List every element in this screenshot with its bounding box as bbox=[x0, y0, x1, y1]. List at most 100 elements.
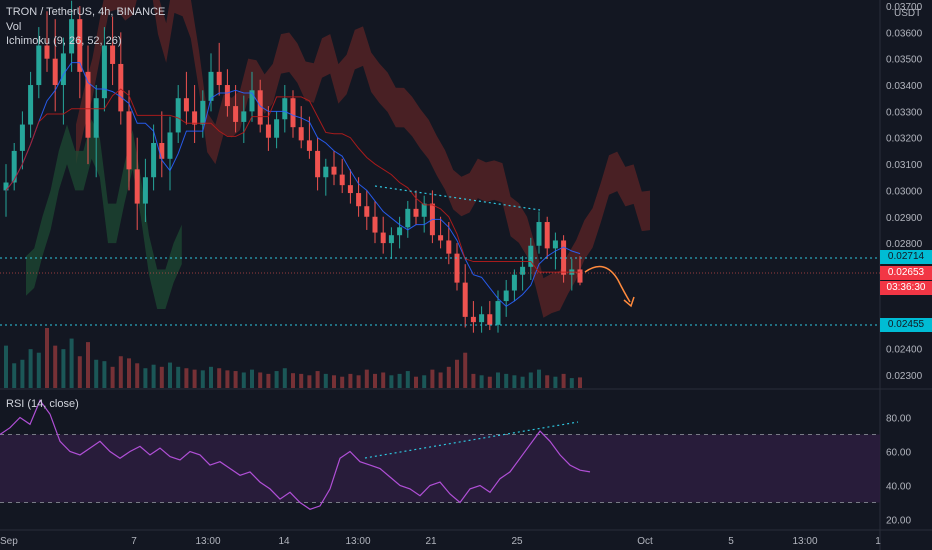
candle-body bbox=[306, 140, 312, 151]
symbol-title: TRON / TetherUS, 4h, BINANCE bbox=[6, 6, 166, 18]
candle-body bbox=[257, 90, 263, 125]
candle-body bbox=[577, 269, 583, 283]
candle-body bbox=[372, 216, 378, 233]
candle-body bbox=[159, 142, 165, 159]
volume-bar bbox=[20, 359, 25, 388]
volume-bar bbox=[94, 359, 99, 388]
volume-bar bbox=[45, 328, 49, 388]
candle-body bbox=[470, 316, 476, 323]
candle-body bbox=[192, 111, 198, 125]
volume-bar bbox=[545, 375, 550, 388]
volume-bar bbox=[28, 349, 33, 388]
candle-body bbox=[438, 235, 444, 241]
volume-bar bbox=[471, 373, 476, 388]
candle-body bbox=[60, 53, 66, 86]
volume-bar bbox=[332, 375, 336, 388]
volume-bar bbox=[176, 366, 181, 388]
time-tick-label: 1 bbox=[875, 536, 881, 547]
candle-body bbox=[479, 314, 485, 323]
price-tick-label: 0.02800 bbox=[886, 239, 923, 250]
ichimoku-conversion-line bbox=[5, 62, 581, 307]
candle-body bbox=[11, 150, 17, 183]
time-tick-label: 7 bbox=[131, 536, 137, 547]
volume-bar bbox=[389, 375, 394, 388]
candle-body bbox=[110, 45, 116, 64]
price-tick-label: 0.03100 bbox=[886, 160, 923, 171]
candle-body bbox=[397, 227, 403, 236]
projection-arrow bbox=[584, 265, 631, 303]
ichimoku-cloud-bullish bbox=[26, 119, 182, 309]
volume-bar bbox=[241, 372, 246, 388]
volume-bar bbox=[200, 370, 205, 388]
candle-body bbox=[200, 100, 206, 125]
rsi-tick-label: 20.00 bbox=[886, 516, 911, 527]
volume-bar bbox=[69, 338, 74, 388]
candle-body bbox=[503, 290, 509, 302]
candle-body bbox=[52, 58, 58, 86]
volume-bar bbox=[233, 371, 238, 388]
candle-body bbox=[528, 245, 534, 267]
volume-bar bbox=[86, 342, 90, 388]
candle-body bbox=[511, 274, 517, 291]
volume-bar bbox=[430, 369, 435, 388]
volume-bar bbox=[61, 349, 66, 388]
lower-level-tag: 0.02455 bbox=[880, 318, 932, 332]
price-tick-label: 0.03500 bbox=[886, 55, 923, 66]
volume-bar bbox=[143, 368, 148, 388]
candle-body bbox=[544, 222, 550, 249]
price-tick-label: 0.03300 bbox=[886, 107, 923, 118]
time-tick-label: 13:00 bbox=[195, 536, 220, 547]
volume-bar bbox=[504, 373, 509, 388]
countdown-tag: 03:36:30 bbox=[880, 281, 932, 295]
ichimoku-cloud-bearish bbox=[76, 0, 650, 318]
volume-bar bbox=[348, 373, 353, 388]
volume-bar bbox=[496, 372, 500, 388]
volume-bar bbox=[12, 363, 17, 388]
rsi-tick-label: 40.00 bbox=[886, 482, 911, 493]
time-tick-label: Oct bbox=[637, 536, 653, 547]
volume-bar bbox=[127, 358, 131, 388]
price-tick-label: 0.03700 bbox=[886, 2, 923, 13]
candle-body bbox=[241, 111, 247, 122]
volume-bar bbox=[315, 371, 320, 388]
volume-bar bbox=[110, 366, 115, 388]
candle-body bbox=[224, 85, 230, 107]
candle-body bbox=[356, 193, 362, 207]
candle-body bbox=[290, 98, 296, 128]
volume-bar bbox=[528, 372, 533, 388]
volume-bar bbox=[446, 366, 451, 388]
candle-body bbox=[216, 71, 222, 86]
candle-body bbox=[233, 106, 239, 122]
volume-bar bbox=[225, 370, 230, 388]
candle-body bbox=[323, 166, 329, 178]
time-tick-label: 13:00 bbox=[792, 536, 817, 547]
last-price-tag: 0.02653 bbox=[880, 266, 932, 280]
volume-bar bbox=[217, 368, 222, 388]
candle-body bbox=[183, 98, 189, 112]
candle-body bbox=[298, 127, 304, 141]
candle-body bbox=[405, 208, 411, 228]
candle-body bbox=[315, 150, 321, 178]
price-tick-label: 0.02400 bbox=[886, 344, 923, 355]
volume-bar bbox=[135, 363, 140, 388]
candle-body bbox=[462, 282, 468, 317]
rsi-band bbox=[0, 434, 880, 503]
volume-bar bbox=[553, 376, 558, 388]
candle-body bbox=[249, 90, 255, 112]
volume-bar bbox=[36, 352, 41, 388]
volume-bar bbox=[151, 364, 156, 388]
volume-bar bbox=[405, 371, 410, 388]
time-tick-label: 5 bbox=[728, 536, 734, 547]
volume-bar bbox=[561, 373, 566, 388]
candle-body bbox=[339, 174, 345, 186]
candle-body bbox=[36, 45, 42, 86]
candle-body bbox=[19, 124, 25, 151]
candle-body bbox=[487, 314, 493, 325]
volume-bar bbox=[299, 373, 304, 388]
rsi-line bbox=[0, 399, 591, 510]
candle-body bbox=[364, 206, 370, 217]
volume-legend: Vol bbox=[6, 21, 22, 33]
volume-bar bbox=[282, 368, 287, 388]
volume-bar bbox=[77, 356, 82, 388]
